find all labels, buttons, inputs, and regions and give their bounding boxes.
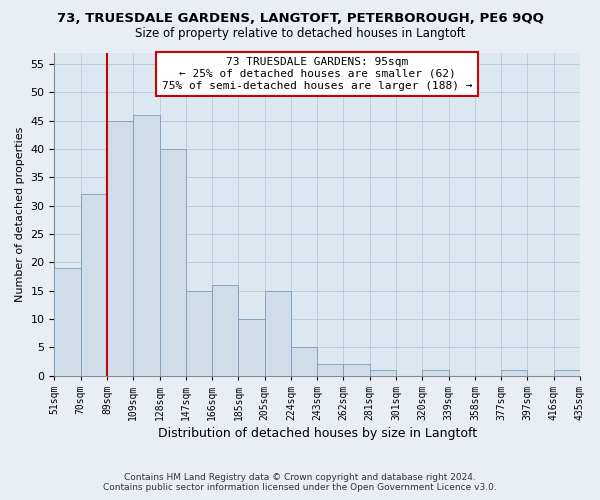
X-axis label: Distribution of detached houses by size in Langtoft: Distribution of detached houses by size … [158, 427, 477, 440]
Text: Contains HM Land Registry data © Crown copyright and database right 2024.
Contai: Contains HM Land Registry data © Crown c… [103, 473, 497, 492]
Bar [133, 115, 160, 376]
Text: 73, TRUESDALE GARDENS, LANGTOFT, PETERBOROUGH, PE6 9QQ: 73, TRUESDALE GARDENS, LANGTOFT, PETERBO… [56, 12, 544, 26]
Bar [501, 370, 527, 376]
Bar [107, 120, 133, 376]
Bar [212, 285, 238, 376]
Bar [80, 194, 107, 376]
Y-axis label: Number of detached properties: Number of detached properties [15, 126, 25, 302]
Bar [238, 319, 265, 376]
Bar [291, 348, 317, 376]
Text: Size of property relative to detached houses in Langtoft: Size of property relative to detached ho… [135, 28, 465, 40]
Bar [160, 149, 186, 376]
Text: 73 TRUESDALE GARDENS: 95sqm
← 25% of detached houses are smaller (62)
75% of sem: 73 TRUESDALE GARDENS: 95sqm ← 25% of det… [162, 58, 472, 90]
Bar [370, 370, 396, 376]
Bar [343, 364, 370, 376]
Bar [265, 290, 291, 376]
Bar [554, 370, 580, 376]
Bar [422, 370, 449, 376]
Bar [186, 290, 212, 376]
Bar [317, 364, 343, 376]
Bar [55, 268, 80, 376]
